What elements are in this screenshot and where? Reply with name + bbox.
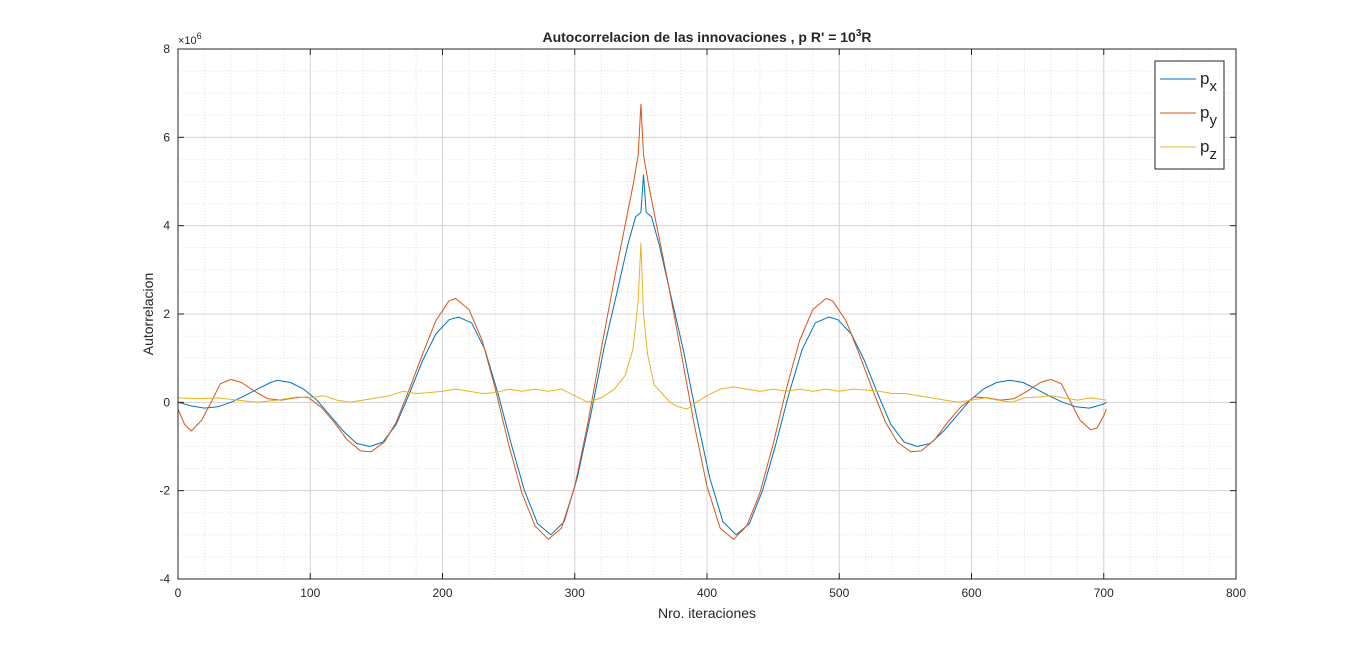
legend-label-py: py <box>1200 103 1217 129</box>
y-tick-label: -2 <box>159 484 170 498</box>
y-tick-label: 8 <box>163 42 170 56</box>
x-tick-label: 600 <box>961 586 981 600</box>
x-tick-label: 200 <box>432 586 452 600</box>
x-tick-label: 100 <box>300 586 320 600</box>
chart-title: Autocorrelacion de las innovaciones , p … <box>542 28 871 45</box>
series-line-px <box>177 174 1107 536</box>
y-axis-exponent-power: 6 <box>197 31 202 41</box>
y-tick-label: 0 <box>163 395 170 409</box>
y-tick-label: 2 <box>163 307 170 321</box>
chart-title-main: Autocorrelacion de las innovaciones , p … <box>542 29 856 45</box>
chart-title-end: R <box>861 29 871 45</box>
legend-label-subscript: x <box>1209 78 1217 95</box>
legend-label-subscript: y <box>1209 112 1217 129</box>
y-axis-ticks: -4 -2 0 2 4 6 8 <box>159 42 1236 586</box>
legend-label-subscript: z <box>1209 146 1217 163</box>
series-line-pz <box>177 242 1107 410</box>
legend-label-pz: pz <box>1200 137 1217 163</box>
legend-label-px: px <box>1200 69 1217 95</box>
series-layer <box>177 103 1107 540</box>
legend-label-base: p <box>1200 137 1209 156</box>
chart-title-superscript: 3 <box>856 28 862 39</box>
y-axis-exponent: ×106 <box>178 31 202 47</box>
y-tick-label: 6 <box>163 130 170 144</box>
y-axis-label: Autorrelacion <box>140 273 156 356</box>
y-tick-label: -4 <box>159 572 170 586</box>
x-axis-label: Nro. iteraciones <box>658 605 756 621</box>
x-tick-label: 500 <box>829 586 849 600</box>
y-axis-exponent-base: ×10 <box>178 35 197 47</box>
y-tick-label: 4 <box>163 219 170 233</box>
legend-label-base: p <box>1200 69 1209 88</box>
x-tick-label: 700 <box>1094 586 1114 600</box>
series-line-py <box>177 103 1107 540</box>
x-axis-ticks: 0 100 200 300 400 500 600 700 800 <box>175 49 1246 600</box>
legend-label-base: p <box>1200 103 1209 122</box>
x-tick-label: 0 <box>175 586 182 600</box>
x-tick-label: 300 <box>565 586 585 600</box>
x-tick-label: 800 <box>1226 586 1246 600</box>
x-tick-label: 400 <box>697 586 717 600</box>
